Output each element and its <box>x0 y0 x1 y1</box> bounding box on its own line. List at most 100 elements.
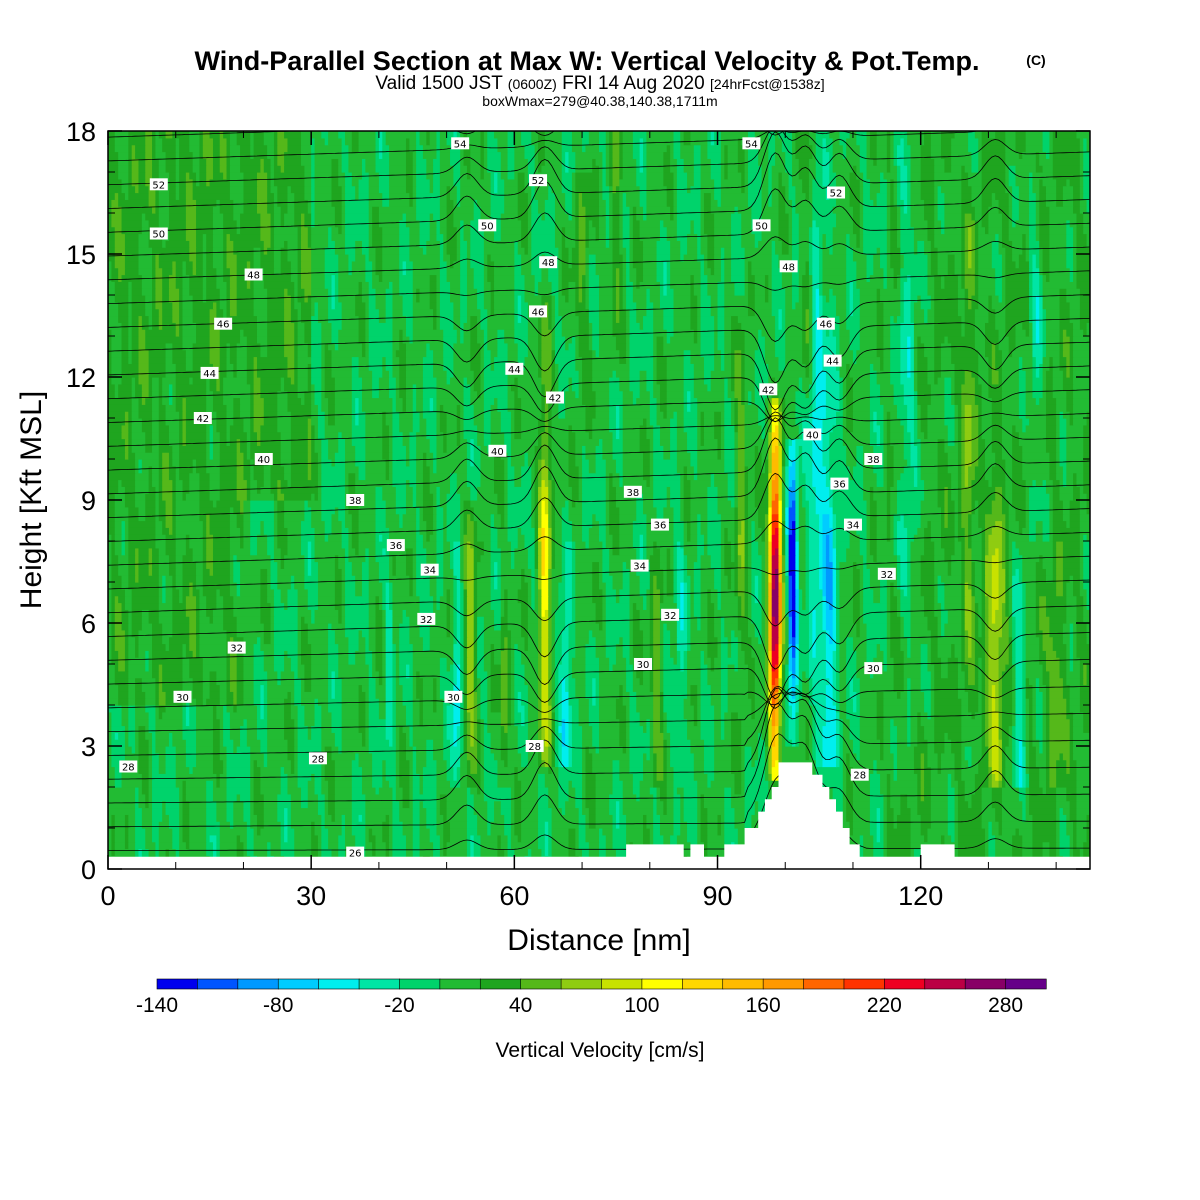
velocity-cell <box>219 821 231 829</box>
velocity-cell <box>825 698 834 706</box>
velocity-cell <box>256 732 268 740</box>
velocity-cell <box>788 650 793 658</box>
velocity-cell <box>1073 718 1084 727</box>
velocity-cell <box>649 684 654 692</box>
velocity-cell <box>514 773 519 781</box>
velocity-cell <box>443 828 451 836</box>
velocity-cell <box>707 616 715 624</box>
velocity-cell <box>995 814 1003 822</box>
velocity-cell <box>731 643 739 651</box>
velocity-cell <box>497 780 515 788</box>
velocity-cell <box>152 821 160 829</box>
velocity-cell <box>1029 807 1057 815</box>
velocity-cell <box>639 623 651 631</box>
velocity-cell <box>473 793 485 802</box>
velocity-cell <box>392 602 421 610</box>
velocity-cell <box>981 657 986 665</box>
velocity-cell <box>297 629 302 638</box>
velocity-cell <box>785 691 790 699</box>
velocity-cell <box>1083 670 1088 679</box>
velocity-cell <box>961 629 966 638</box>
velocity-cell <box>490 732 502 740</box>
velocity-cell <box>189 657 204 665</box>
velocity-cell <box>920 766 925 774</box>
velocity-cell <box>626 828 644 836</box>
velocity-cell <box>1015 732 1023 740</box>
velocity-cell <box>947 828 956 836</box>
velocity-cell <box>544 828 549 836</box>
velocity-cell <box>653 834 664 843</box>
velocity-cell <box>382 595 387 604</box>
velocity-cell <box>724 821 736 829</box>
velocity-cell <box>744 773 766 781</box>
velocity-cell <box>798 616 810 624</box>
velocity-cell <box>162 677 184 686</box>
velocity-cell <box>148 780 153 788</box>
velocity-cell <box>392 616 404 624</box>
velocity-cell <box>473 705 478 713</box>
velocity-cell <box>1015 643 1023 651</box>
velocity-cell <box>1025 636 1040 645</box>
velocity-cell <box>466 629 475 638</box>
velocity-cell <box>954 752 962 761</box>
velocity-cell <box>775 718 780 727</box>
velocity-cell <box>436 705 444 713</box>
velocity-cell <box>554 623 566 631</box>
velocity-cell <box>108 718 112 727</box>
velocity-cell <box>321 718 333 727</box>
velocity-cell <box>128 616 133 624</box>
velocity-cell <box>836 664 841 672</box>
velocity-cell <box>548 739 553 747</box>
velocity-cell <box>341 828 346 836</box>
velocity-cell <box>582 732 593 740</box>
velocity-cell <box>954 773 962 781</box>
velocity-cell <box>324 800 329 809</box>
velocity-cell <box>287 739 295 747</box>
velocity-cell <box>605 834 614 843</box>
velocity-cell <box>595 807 610 815</box>
velocity-cell <box>808 718 813 727</box>
velocity-cell <box>402 725 410 733</box>
velocity-cell <box>538 705 543 713</box>
velocity-cell <box>632 773 644 781</box>
velocity-cell <box>463 677 468 686</box>
velocity-cell <box>419 834 431 843</box>
velocity-cell <box>108 814 112 822</box>
velocity-cell <box>890 732 898 740</box>
velocity-cell <box>795 623 800 631</box>
velocity-cell <box>1015 766 1020 774</box>
velocity-cell <box>849 677 854 686</box>
velocity-cell <box>263 800 278 809</box>
velocity-cell <box>964 609 973 617</box>
velocity-cell <box>808 725 813 733</box>
velocity-cell <box>795 677 800 686</box>
velocity-cell <box>1015 670 1023 679</box>
velocity-cell <box>883 725 891 733</box>
velocity-cell <box>301 793 309 802</box>
velocity-cell <box>1069 657 1074 665</box>
velocity-cell <box>900 636 908 645</box>
velocity-cell <box>361 787 377 795</box>
velocity-cell <box>744 759 752 768</box>
velocity-cell <box>568 623 576 631</box>
velocity-cell <box>575 787 583 795</box>
velocity-cell <box>477 629 485 638</box>
velocity-cell <box>412 657 441 665</box>
velocity-cell <box>609 664 614 672</box>
velocity-cell <box>361 773 373 781</box>
velocity-cell <box>152 664 160 672</box>
velocity-cell <box>947 773 952 781</box>
velocity-cell <box>619 759 631 768</box>
velocity-cell <box>453 711 461 720</box>
velocity-cell <box>805 739 810 747</box>
velocity-cell <box>483 759 499 768</box>
velocity-cell <box>890 718 895 727</box>
velocity-cell <box>399 650 414 658</box>
velocity-cell <box>466 711 471 720</box>
velocity-cell <box>599 711 617 720</box>
velocity-cell <box>446 718 454 727</box>
velocity-cell <box>311 848 319 856</box>
velocity-cell <box>781 705 786 713</box>
velocity-cell <box>1015 629 1023 638</box>
velocity-cell <box>900 691 908 699</box>
